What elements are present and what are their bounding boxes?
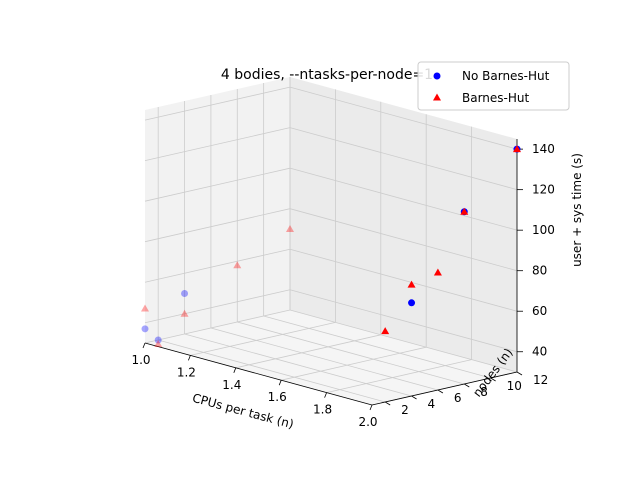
y-tick xyxy=(384,401,391,406)
back-pane xyxy=(290,77,517,372)
grid-line-y-floor xyxy=(210,327,439,391)
y-tick-label: 12 xyxy=(533,373,548,387)
y-tick xyxy=(490,377,496,382)
point-barnes-hut xyxy=(513,145,521,153)
tick-labels: 1.0 1.2 1.4 1.6 1.8 2.0 2 4 6 8 10 12 40 60 80 100 120 14… xyxy=(131,142,554,429)
legend: No Barnes-Hut Barnes-Hut xyxy=(417,61,570,111)
legend-label-no-barnes-hut: No Barnes-Hut xyxy=(462,69,550,83)
z-tick-label: 60 xyxy=(532,304,547,318)
y-tick xyxy=(464,383,470,388)
axis-panes xyxy=(145,77,517,405)
chart-title: 4 bodies, --ntasks-per-node=1 xyxy=(221,67,433,83)
x-tick xyxy=(278,380,282,386)
point-barnes-hut xyxy=(286,224,294,232)
point-barnes-hut xyxy=(433,268,442,276)
x-tick-label: 1.4 xyxy=(222,378,241,392)
grid-line-z-back xyxy=(289,289,518,353)
grid-line-z-left xyxy=(144,86,291,121)
y-tick-label: 2 xyxy=(401,403,409,417)
grid-line-y-floor xyxy=(237,321,465,385)
legend-marker-barnes-hut xyxy=(433,93,441,101)
grid-line-z-back xyxy=(289,208,518,272)
x-tick xyxy=(324,392,327,398)
y-tick xyxy=(437,389,444,394)
x-tick-label: 2.0 xyxy=(358,415,377,429)
point-barnes-hut xyxy=(460,207,469,215)
x-tick-label: 1.0 xyxy=(131,353,150,367)
x-tick-label: 1.6 xyxy=(268,390,287,404)
z-tick-label: 100 xyxy=(532,223,555,237)
point-no-barnes-hut xyxy=(154,336,162,344)
point-barnes-hut xyxy=(180,309,189,317)
x-tick xyxy=(369,404,373,411)
grid-line-x-floor xyxy=(326,359,472,393)
y-tick xyxy=(411,395,417,400)
point-barnes-hut xyxy=(233,261,242,269)
y-tick-label: 10 xyxy=(507,379,522,393)
grid-line-x-floor xyxy=(235,334,381,369)
grid-line-z-back xyxy=(289,248,518,312)
grid-line-z-back xyxy=(289,167,518,231)
z-tick-label: 120 xyxy=(532,183,555,197)
grid-line-y-floor xyxy=(263,315,491,379)
y-axis-line xyxy=(371,371,518,406)
y-tick-label: 8 xyxy=(480,385,488,399)
grid-line-x-floor xyxy=(281,346,427,381)
legend-box xyxy=(417,61,570,111)
grid-line-z-left xyxy=(144,127,291,162)
point-no-barnes-hut xyxy=(408,299,416,307)
grid-line-z-left xyxy=(144,167,291,202)
legend-label-barnes-hut: Barnes-Hut xyxy=(462,91,530,105)
grid-line-z-back xyxy=(289,127,518,191)
axis-lines xyxy=(144,139,518,406)
x-tick xyxy=(188,355,191,361)
z-tick-label: 80 xyxy=(532,264,547,278)
grid-line-y-floor xyxy=(184,333,412,397)
x-tick-label: 1.2 xyxy=(177,365,196,379)
floor-pane xyxy=(145,310,517,405)
y-tick xyxy=(516,371,523,376)
point-barnes-hut xyxy=(141,304,149,312)
y-tick-label: 6 xyxy=(454,391,462,405)
z-axis-label: user + sys time (s) xyxy=(570,153,584,267)
grid-line-x-floor xyxy=(190,322,336,356)
grid-line-z-left xyxy=(144,208,291,243)
point-no-barnes-hut xyxy=(181,289,189,297)
y-tick-label: 4 xyxy=(428,397,436,411)
point-no-barnes-hut xyxy=(141,325,149,333)
z-tick-label: 140 xyxy=(532,142,555,156)
grid-line-y-floor xyxy=(158,339,386,403)
point-barnes-hut xyxy=(154,340,163,348)
grid-line-x-floor xyxy=(144,309,291,344)
grid-line-z-left xyxy=(144,289,291,324)
point-barnes-hut xyxy=(407,280,416,288)
z-tick-label: 40 xyxy=(532,345,547,359)
grid-line-y-floor xyxy=(289,309,518,373)
left-pane xyxy=(145,77,290,343)
data-points xyxy=(141,145,521,348)
legend-marker-no-barnes-hut xyxy=(433,72,441,80)
x-tick xyxy=(233,367,237,373)
x-tick-label: 1.8 xyxy=(313,403,332,417)
grid-line-z-left xyxy=(144,248,291,283)
point-barnes-hut xyxy=(381,327,390,335)
x-tick xyxy=(142,342,146,349)
x-axis-line xyxy=(144,342,373,406)
grid-line-z-back xyxy=(289,86,518,150)
